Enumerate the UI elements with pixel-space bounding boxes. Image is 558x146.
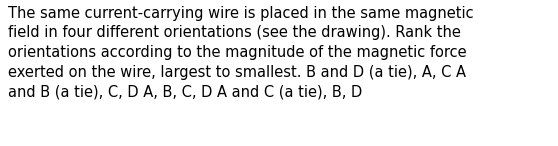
- Text: The same current-carrying wire is placed in the same magnetic
field in four diff: The same current-carrying wire is placed…: [8, 6, 473, 99]
